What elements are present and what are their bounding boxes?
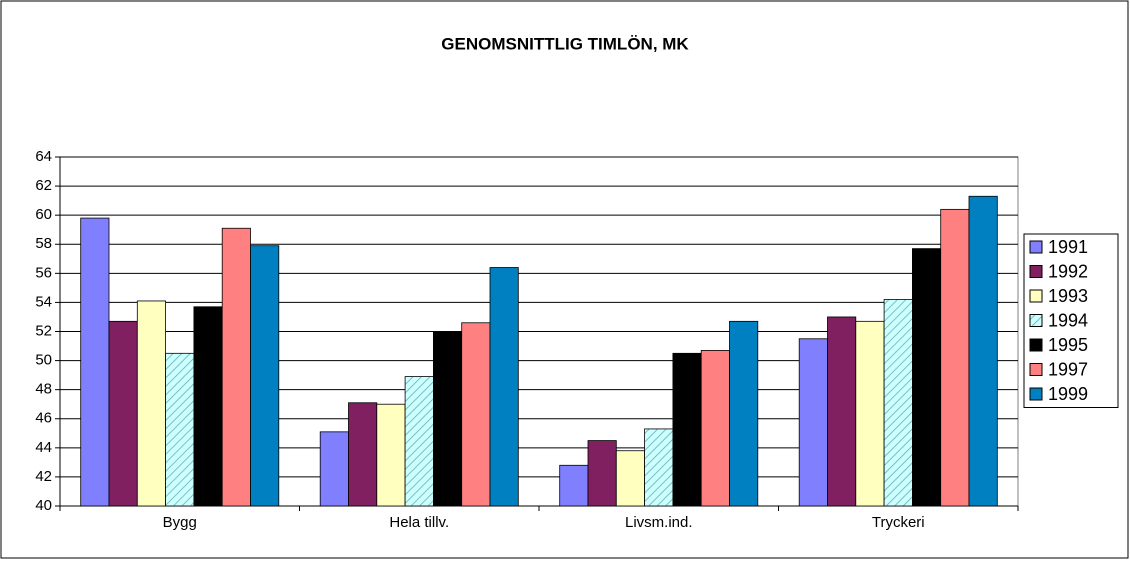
bar (587, 440, 617, 507)
x-tick-label: Hela tillv. (389, 514, 449, 531)
legend-swatch (1029, 289, 1043, 303)
bar (644, 428, 674, 507)
legend-swatch (1029, 240, 1043, 254)
legend-label: 1999 (1048, 384, 1088, 404)
y-tick-label: 40 (35, 497, 52, 514)
y-tick-label: 52 (35, 322, 52, 339)
bar (700, 350, 730, 507)
legend-swatch (1029, 338, 1043, 352)
bar (855, 320, 885, 507)
y-tick-label: 46 (35, 410, 52, 427)
bar (404, 376, 434, 507)
bar (729, 320, 759, 507)
legend-swatch (1029, 265, 1043, 278)
x-tick-label: Livsm.ind. (625, 514, 693, 531)
bar (559, 464, 589, 507)
bar (250, 245, 280, 507)
bar (221, 227, 251, 507)
bar (827, 316, 857, 507)
chart-title: GENOMSNITTLIG TIMLÖN, MK (441, 34, 689, 53)
bar (193, 306, 223, 507)
bar (968, 195, 998, 507)
bar (615, 450, 645, 507)
y-tick-label: 56 (35, 264, 52, 281)
bar (376, 403, 406, 507)
legend-label: 1995 (1048, 335, 1088, 355)
bar (108, 320, 138, 507)
y-tick-label: 50 (35, 352, 52, 369)
y-tick-label: 42 (35, 468, 52, 485)
bar (165, 352, 195, 507)
legend-label: 1993 (1048, 286, 1088, 306)
bar (940, 208, 970, 507)
bar (912, 248, 942, 507)
legend-swatch (1029, 363, 1043, 376)
bar (672, 352, 702, 507)
legend-swatch (1029, 387, 1043, 401)
x-tick-label: Tryckeri (872, 514, 925, 531)
bar (432, 331, 463, 507)
y-tick-label: 58 (35, 235, 52, 252)
y-tick-label: 44 (35, 439, 52, 456)
bar (489, 267, 519, 507)
y-tick-label: 64 (35, 148, 52, 165)
y-tick-label: 62 (35, 177, 52, 194)
bar (883, 299, 913, 507)
bar (136, 300, 167, 507)
legend-label: 1991 (1048, 237, 1088, 257)
y-tick-label: 48 (35, 381, 52, 398)
y-tick-label: 60 (35, 206, 52, 223)
legend-label: 1994 (1048, 310, 1088, 330)
bar (798, 338, 828, 507)
bar (80, 217, 110, 507)
bar (319, 431, 349, 507)
legend-swatch (1029, 314, 1043, 327)
legend-label: 1997 (1048, 359, 1088, 379)
bar (461, 322, 491, 507)
legend-label: 1992 (1048, 261, 1088, 281)
bar (348, 402, 378, 507)
y-tick-label: 54 (35, 293, 52, 310)
x-tick-label: Bygg (163, 514, 197, 531)
